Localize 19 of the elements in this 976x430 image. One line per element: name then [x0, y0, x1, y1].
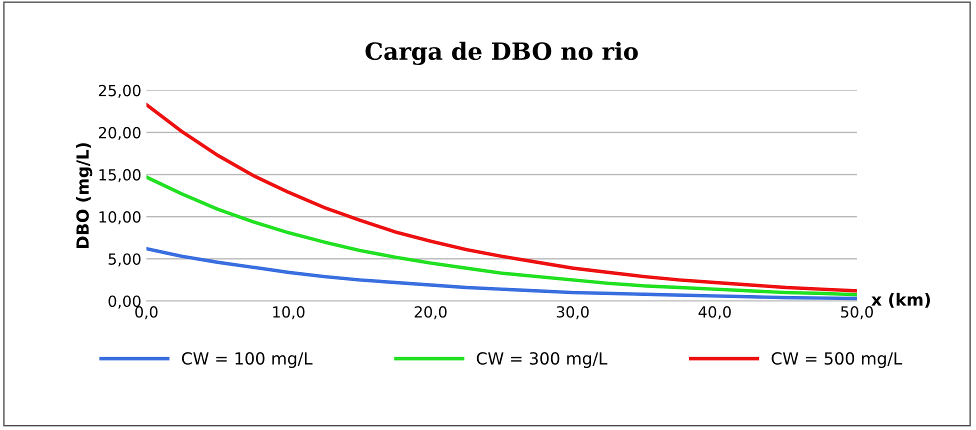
line-series — [146, 175, 857, 296]
legend-label: CW = 300 mg/L — [476, 352, 608, 368]
line-series — [146, 102, 857, 293]
y-tick-label: 10,00 — [99, 211, 141, 224]
y-tick-label: 20,00 — [98, 126, 141, 140]
x-tick-label: 20,0 — [414, 306, 447, 320]
x-tick-label: 30,0 — [556, 306, 589, 320]
y-tick-label: 5,00 — [108, 253, 141, 266]
line-series — [146, 247, 857, 300]
x-tick-label: 10,0 — [273, 306, 304, 320]
y-tick-label: 15,00 — [99, 169, 141, 182]
chart-title: Carga de DBO no rio — [366, 42, 638, 65]
legend-label: CW = 500 mg/L — [772, 352, 902, 368]
x-tick-label: 40,0 — [698, 306, 731, 320]
x-tick-label: 50,0 — [841, 306, 873, 320]
y-tick-label: 25,00 — [98, 84, 141, 98]
x-axis-title: x (km) — [871, 292, 930, 308]
y-axis-title: DBO (mg/L) — [76, 143, 92, 248]
legend-label: CW = 100 mg/L — [182, 352, 312, 368]
